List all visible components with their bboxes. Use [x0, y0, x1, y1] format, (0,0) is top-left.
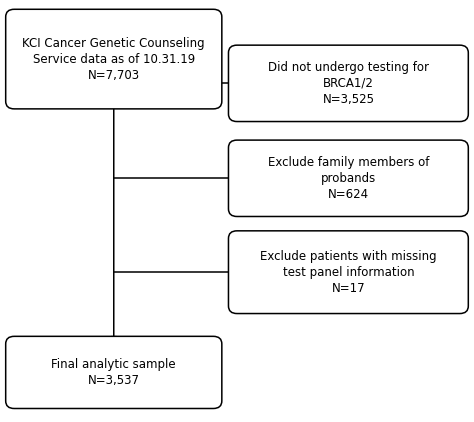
Text: BRCA1/2: BRCA1/2 [323, 77, 374, 90]
Text: KCI Cancer Genetic Counseling: KCI Cancer Genetic Counseling [22, 37, 205, 49]
Text: Service data as of 10.31.19: Service data as of 10.31.19 [33, 53, 195, 65]
Text: N=7,703: N=7,703 [88, 69, 140, 81]
Text: Final analytic sample: Final analytic sample [52, 358, 176, 371]
Text: Did not undergo testing for: Did not undergo testing for [268, 61, 429, 74]
Text: N=3,537: N=3,537 [88, 374, 140, 387]
FancyBboxPatch shape [228, 140, 468, 216]
Text: test panel information: test panel information [283, 266, 414, 279]
FancyBboxPatch shape [6, 336, 222, 408]
Text: Exclude family members of: Exclude family members of [268, 156, 429, 169]
Text: N=3,525: N=3,525 [322, 93, 374, 106]
Text: probands: probands [321, 172, 376, 185]
Text: N=624: N=624 [328, 188, 369, 201]
FancyBboxPatch shape [228, 45, 468, 122]
FancyBboxPatch shape [6, 9, 222, 109]
Text: Exclude patients with missing: Exclude patients with missing [260, 250, 437, 262]
FancyBboxPatch shape [228, 231, 468, 314]
Text: N=17: N=17 [332, 282, 365, 295]
